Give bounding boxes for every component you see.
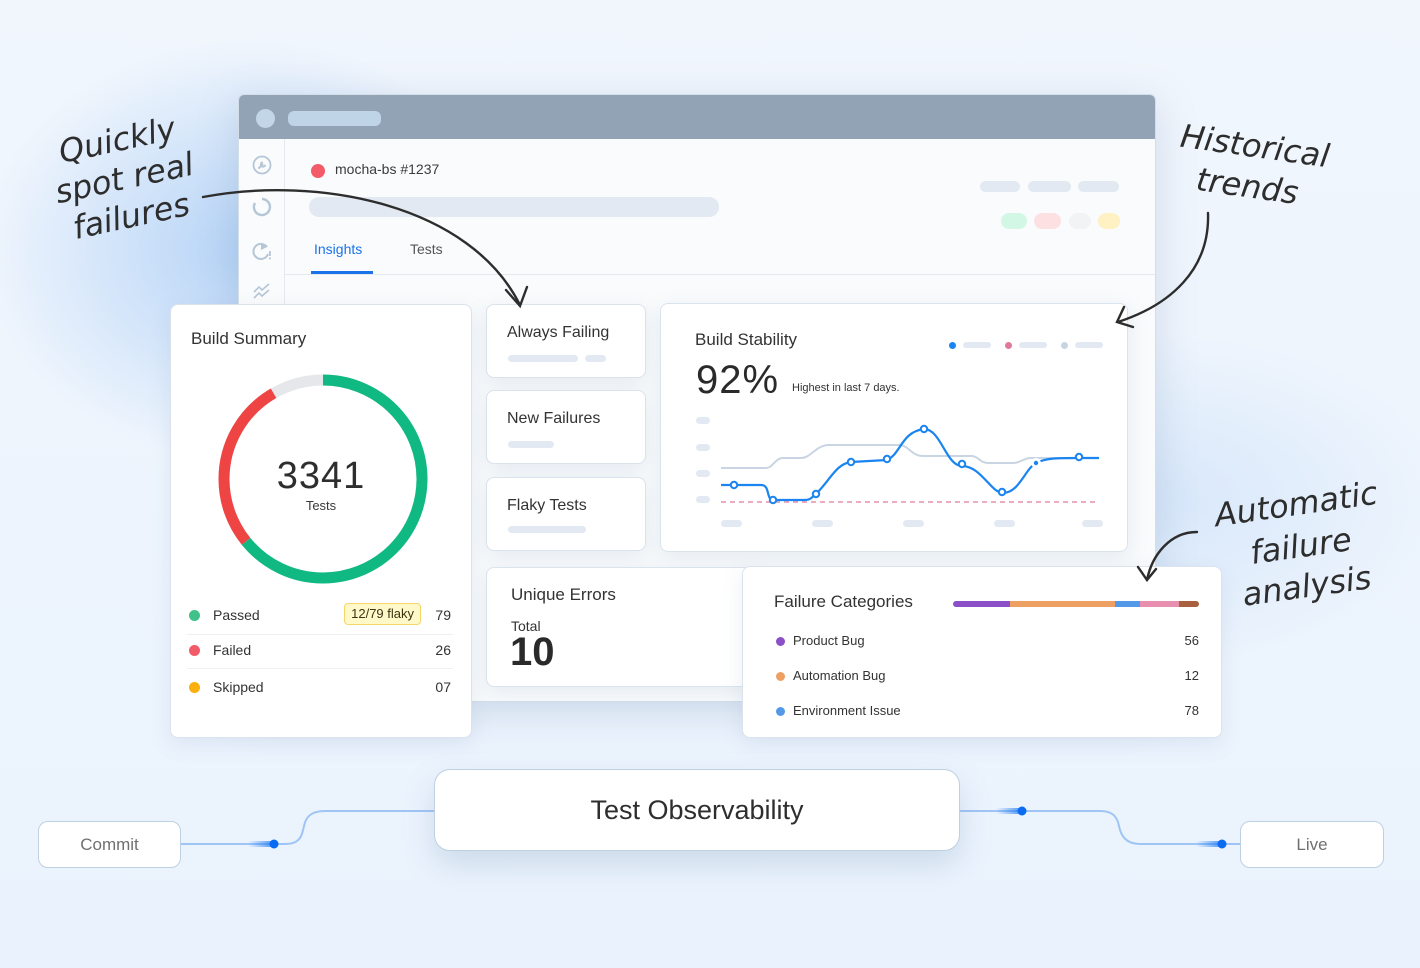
- bar-segment-other: [1139, 601, 1180, 607]
- skipped-dot: [189, 682, 200, 693]
- row-divider: [187, 634, 453, 635]
- category-row-automation-bug[interactable]: Automation Bug 12: [775, 668, 1199, 688]
- pipeline-node-dot: [269, 839, 279, 849]
- row-label: Skipped: [213, 679, 264, 695]
- bar-segment-other-2: [1179, 601, 1199, 607]
- build-name: mocha-bs #1237: [335, 161, 440, 177]
- new-failures-card[interactable]: New Failures: [486, 390, 646, 464]
- test-results-donut: [218, 374, 428, 584]
- total-value: 10: [510, 630, 555, 674]
- card-title: Flaky Tests: [507, 497, 587, 514]
- legend-dot: [1061, 342, 1068, 349]
- category-label: Product Bug: [793, 633, 865, 648]
- row-label: Passed: [213, 607, 260, 623]
- pipeline-node-dot: [1017, 806, 1027, 816]
- card-title: Build Summary: [191, 329, 307, 348]
- flaky-badge: 12/79 flaky: [344, 603, 421, 625]
- category-dot: [776, 707, 785, 716]
- category-label: Environment Issue: [793, 703, 901, 718]
- total-tests-count: 3341: [276, 455, 366, 497]
- legend-label-placeholder: [1075, 342, 1103, 348]
- meta-placeholder: [1028, 181, 1071, 192]
- category-row-product-bug[interactable]: Product Bug 56: [775, 633, 1199, 653]
- pipeline-node-dot: [1217, 839, 1227, 849]
- always-failing-card[interactable]: Always Failing: [486, 304, 646, 378]
- passed-dot: [189, 610, 200, 621]
- test-observability-node[interactable]: Test Observability: [434, 769, 960, 851]
- placeholder-bar: [508, 526, 586, 533]
- category-count: 12: [1184, 668, 1199, 683]
- failure-categories-card: Failure Categories Product Bug 56 Automa…: [742, 566, 1222, 738]
- bar-segment-environment: [1115, 601, 1140, 607]
- placeholder-bar: [508, 441, 554, 448]
- category-row-environment-issue[interactable]: Environment Issue 78: [775, 703, 1199, 723]
- stability-percentage: 92%: [696, 358, 780, 402]
- build-summary-card: Build Summary 3341 Tests Passed 12/79 fl…: [170, 304, 472, 738]
- tabs-divider: [285, 274, 1155, 275]
- status-pill-passed: [1001, 213, 1027, 229]
- passed-row[interactable]: Passed 12/79 flaky 79: [187, 598, 453, 634]
- card-title: Always Failing: [507, 324, 610, 341]
- window-title-placeholder: [288, 111, 381, 126]
- category-dot: [776, 672, 785, 681]
- title-bar: [239, 95, 1155, 139]
- row-value: 07: [435, 679, 451, 695]
- skipped-row[interactable]: Skipped 07: [187, 670, 453, 706]
- row-value: 26: [435, 642, 451, 658]
- legend-label-placeholder: [1019, 342, 1047, 348]
- category-count: 78: [1184, 703, 1199, 718]
- placeholder-bar: [585, 355, 606, 362]
- category-label: Automation Bug: [793, 668, 886, 683]
- row-label: Failed: [213, 642, 252, 658]
- window-control-dot[interactable]: [256, 109, 275, 128]
- legend-dot: [949, 342, 956, 349]
- category-count: 56: [1184, 633, 1199, 648]
- status-pill-flaky: [1098, 213, 1120, 229]
- total-tests-label: Tests: [305, 498, 337, 513]
- meta-placeholder: [1078, 181, 1119, 192]
- card-title: Failure Categories: [774, 592, 913, 611]
- meta-placeholder: [980, 181, 1020, 192]
- build-status-dot: [311, 164, 325, 178]
- legend-dot: [1005, 342, 1012, 349]
- card-title: New Failures: [507, 410, 601, 427]
- category-dot: [776, 637, 785, 646]
- row-value: 79: [435, 607, 451, 623]
- failed-dot: [189, 645, 200, 656]
- commit-node[interactable]: Commit: [38, 821, 181, 868]
- flaky-tests-card[interactable]: Flaky Tests: [486, 477, 646, 551]
- category-distribution-bar: [953, 601, 1199, 607]
- bar-segment-product: [953, 601, 1010, 607]
- row-divider: [187, 668, 453, 669]
- status-pill-skipped: [1069, 213, 1091, 229]
- wrench-icon[interactable]: [252, 155, 272, 175]
- build-stability-card: Build Stability 92% Highest in last 7 da…: [660, 303, 1128, 552]
- bar-segment-automation: [1009, 601, 1116, 607]
- total-label: Total: [511, 618, 541, 634]
- stability-subtitle: Highest in last 7 days.: [792, 382, 900, 394]
- status-pill-failed: [1034, 213, 1061, 229]
- stability-line-chart: [696, 417, 1103, 527]
- legend-label-placeholder: [963, 342, 991, 348]
- failed-row[interactable]: Failed 26: [187, 633, 453, 669]
- placeholder-bar: [508, 355, 578, 362]
- live-node[interactable]: Live: [1240, 821, 1384, 868]
- card-title: Unique Errors: [511, 585, 616, 604]
- card-title: Build Stability: [695, 330, 798, 349]
